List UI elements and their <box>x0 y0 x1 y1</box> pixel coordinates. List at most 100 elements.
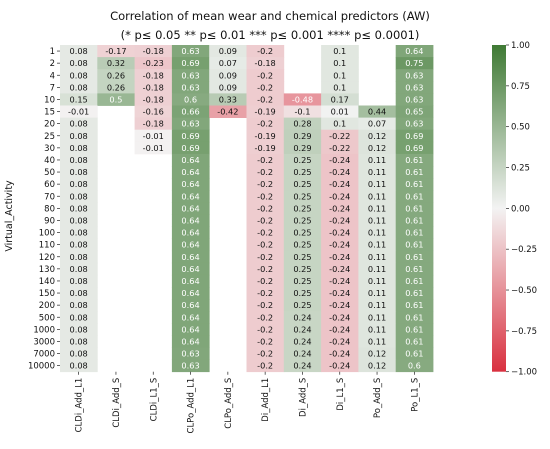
cell-value-label: -0.01 <box>143 131 164 141</box>
cell-value-label: 0.61 <box>405 288 423 298</box>
heatmap-cell <box>358 238 397 252</box>
y-tick-label: 15 <box>44 108 55 118</box>
heatmap-cell <box>358 250 397 264</box>
cell-value-label: 0.61 <box>405 167 423 177</box>
heatmap-cell <box>60 262 98 276</box>
heatmap-cell <box>171 153 210 167</box>
heatmap-cell <box>246 335 285 348</box>
cell-value-label: -0.2 <box>257 288 273 298</box>
cell-value-label: 0.6 <box>184 94 197 104</box>
heatmap-cell <box>60 93 98 106</box>
heatmap-cell <box>283 311 322 324</box>
cell-value-label: -0.24 <box>329 240 350 250</box>
heatmap-cell <box>283 347 322 360</box>
cell-value-label: 0.61 <box>405 191 423 201</box>
cell-value-label: 0.08 <box>70 336 88 346</box>
cell-value-label: 0.63 <box>405 82 423 92</box>
heatmap-cell <box>358 262 397 276</box>
heatmap-cell <box>171 335 210 348</box>
heatmap-cell <box>97 45 135 58</box>
heatmap-cell <box>358 117 397 131</box>
cell-value-label: 0.08 <box>70 70 88 80</box>
cell-value-label: 0.26 <box>107 70 125 80</box>
cell-value-label: 0.11 <box>368 203 386 213</box>
heatmap-cell <box>60 81 98 94</box>
cell-value-label: -0.2 <box>257 191 273 201</box>
x-tick-label: Di_Add_S <box>298 378 308 417</box>
x-tick-label: CLDi_Add_L1 <box>75 378 85 433</box>
x-tick-label: Po_Add_S <box>373 378 383 418</box>
heatmap-cell <box>60 202 98 215</box>
y-axis-label: Virtual_Activity <box>4 180 15 252</box>
heatmap-cell <box>321 69 359 82</box>
y-tick-label: 500 <box>39 313 55 323</box>
heatmap-cell <box>283 274 322 288</box>
heatmap-cell <box>134 105 173 118</box>
heatmap-cell <box>283 202 322 215</box>
heatmap-cell <box>171 81 210 94</box>
cell-value-label: 0.08 <box>70 46 88 56</box>
cell-value-label: 0.08 <box>70 228 88 238</box>
cell-value-label: 0.61 <box>405 300 423 310</box>
cell-value-label: 0.11 <box>368 324 386 334</box>
cell-value-label: -0.2 <box>257 228 273 238</box>
cell-value-label: -0.01 <box>68 107 89 117</box>
heatmap-cell <box>60 299 98 312</box>
heatmap-cell <box>134 57 173 70</box>
heatmap-cell <box>171 129 210 143</box>
cell-value-label: 0.11 <box>368 288 386 298</box>
colorbar-tick-label: −1.00 <box>511 368 537 378</box>
heatmap-cell <box>358 287 397 300</box>
cell-value-label: -0.24 <box>329 155 350 165</box>
heatmap-cell <box>395 214 434 227</box>
heatmap-cell <box>395 262 434 276</box>
heatmap-cell <box>283 214 322 227</box>
heatmap-cell <box>246 323 285 336</box>
cell-value-label: 0.66 <box>181 107 199 117</box>
cell-value-label: -0.22 <box>329 143 350 153</box>
cell-value-label: -0.19 <box>255 143 276 153</box>
colorbar-tick-label: −0.25 <box>511 245 537 255</box>
heatmap-cell <box>395 274 434 288</box>
cell-value-label: 0.25 <box>293 300 311 310</box>
cell-value-label: 0.64 <box>181 336 199 346</box>
heatmap-cell <box>171 311 210 324</box>
heatmap-cell <box>171 262 210 276</box>
heatmap-cell <box>171 238 210 252</box>
heatmap-cell <box>321 190 359 203</box>
heatmap-cell <box>358 129 397 143</box>
cell-value-label: -0.18 <box>255 58 276 68</box>
cell-value-label: 0.75 <box>405 58 423 68</box>
heatmap-cell <box>358 347 397 360</box>
heatmap-cell <box>321 299 359 312</box>
heatmap-cell <box>60 45 98 58</box>
cell-value-label: 0.17 <box>331 94 349 104</box>
cell-value-label: 0.63 <box>181 82 199 92</box>
cell-value-label: 0.11 <box>368 252 386 262</box>
y-tick-label: 140 <box>39 277 55 287</box>
heatmap-cell <box>209 45 247 58</box>
cell-value-label: 0.25 <box>293 288 311 298</box>
cell-value-label: 0.64 <box>181 191 199 201</box>
y-tick-label: 80 <box>44 204 55 214</box>
cell-value-label: 0.09 <box>219 82 237 92</box>
heatmap-cell <box>283 299 322 312</box>
heatmap-cell <box>321 202 359 215</box>
cell-value-label: 0.08 <box>70 143 88 153</box>
y-tick-label: 90 <box>44 216 55 226</box>
heatmap-cell <box>171 45 210 58</box>
cell-value-label: -0.24 <box>329 324 350 334</box>
heatmap-cell <box>358 178 397 191</box>
cell-value-label: 0.25 <box>293 155 311 165</box>
heatmap-cell <box>283 105 322 118</box>
heatmap-cell <box>171 93 210 106</box>
y-tick-label: 30 <box>44 144 55 154</box>
cell-value-label: -0.48 <box>292 94 313 104</box>
heatmap-cell <box>283 323 322 336</box>
heatmap-cell <box>246 105 285 118</box>
heatmap-cell <box>60 117 98 131</box>
cell-value-label: 0.63 <box>405 94 423 104</box>
cell-value-label: -0.42 <box>217 107 238 117</box>
cell-value-label: 0.61 <box>405 203 423 213</box>
cell-value-label: 0.11 <box>368 167 386 177</box>
